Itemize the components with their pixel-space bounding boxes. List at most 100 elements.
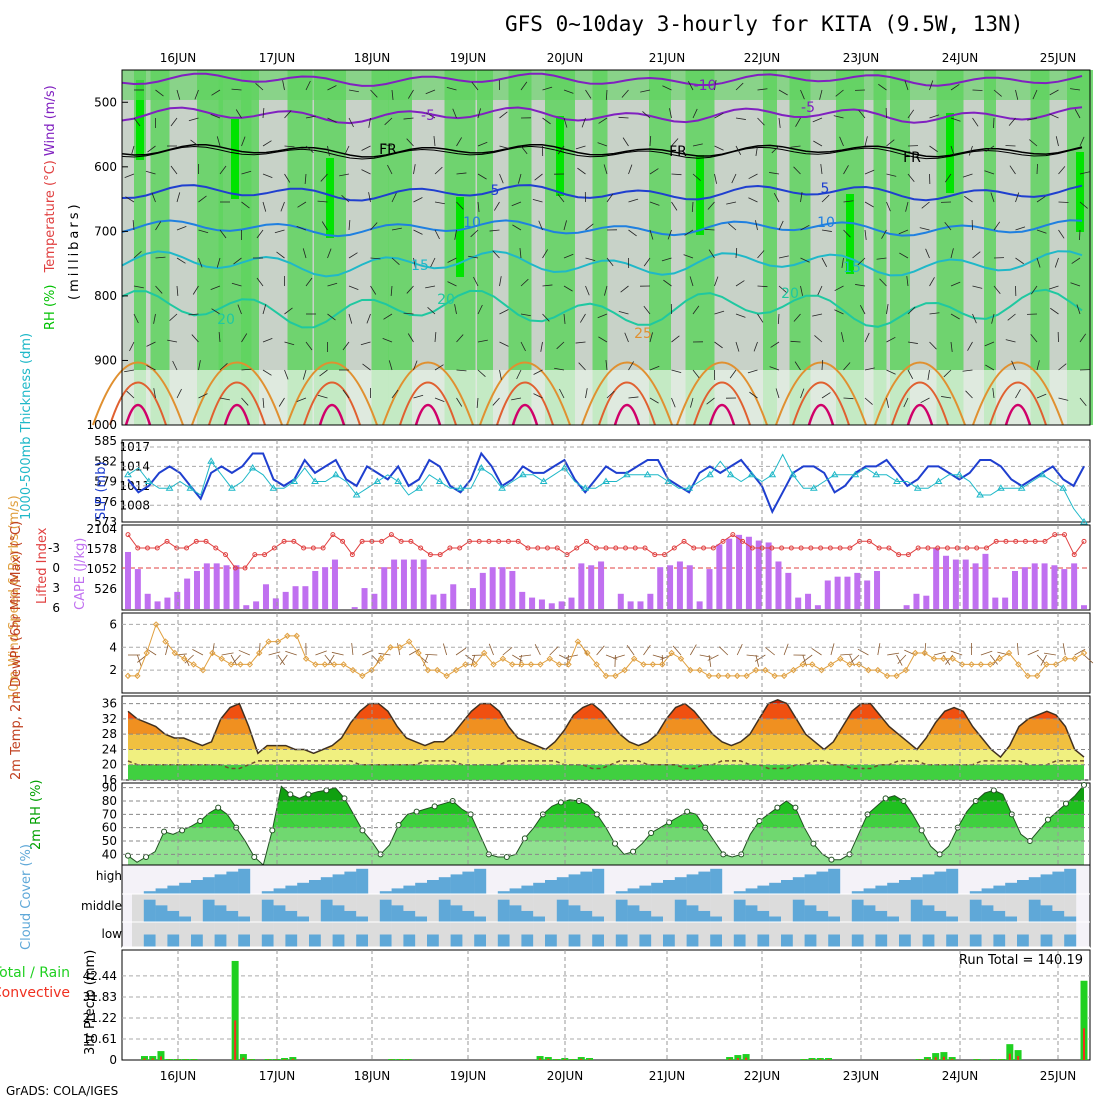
precip-tick: 10.61 xyxy=(83,1032,117,1046)
cape-bar xyxy=(302,586,309,609)
wind-barb xyxy=(1027,117,1038,121)
cloud-bar xyxy=(792,877,805,894)
pressure-tick: 800 xyxy=(94,289,117,303)
wind-barb xyxy=(993,285,1001,295)
cape-bar xyxy=(499,567,506,609)
cloud-gap xyxy=(368,922,380,947)
contour-label: 15 xyxy=(843,260,861,276)
wind-barb xyxy=(735,117,746,120)
wind-barb xyxy=(434,201,445,205)
wind-point xyxy=(387,644,394,651)
cloud-gap xyxy=(273,894,286,906)
cloud-bar xyxy=(934,871,947,894)
thickness-point xyxy=(435,477,444,484)
wind-barb xyxy=(502,646,513,656)
cloud-bar xyxy=(615,899,628,922)
cape-bar xyxy=(775,561,782,609)
wind-barb xyxy=(192,285,199,295)
cloud-gap xyxy=(391,922,404,947)
thickness-tick: 585 xyxy=(94,434,117,448)
contour-label: -5 xyxy=(421,108,435,124)
wind-point xyxy=(312,661,319,668)
cape-bar xyxy=(686,565,693,609)
cloud-gap xyxy=(379,922,392,935)
li-point xyxy=(262,552,268,558)
thickness-point xyxy=(352,491,361,498)
cloud-bar xyxy=(450,905,463,922)
wind-barb xyxy=(950,650,963,656)
wind-barb xyxy=(684,229,694,236)
cloud-bar xyxy=(1064,868,1077,894)
wind-barb xyxy=(626,645,635,656)
wind-barb xyxy=(757,117,765,126)
date-tick-top: 24JUN xyxy=(942,51,979,65)
cape-bar xyxy=(174,591,181,609)
li-point xyxy=(886,545,892,551)
wind-point xyxy=(827,661,835,668)
wind-barb xyxy=(613,654,625,659)
cloud-bar xyxy=(804,934,817,947)
wind-point xyxy=(274,638,282,645)
wind-barb xyxy=(980,650,993,656)
rh-point xyxy=(882,795,889,802)
cloud-gap xyxy=(698,894,711,911)
li-point xyxy=(554,545,560,551)
cloud-bar xyxy=(816,910,829,922)
cloud-bar xyxy=(769,916,782,922)
wind-barb xyxy=(174,653,187,656)
cloud-bar xyxy=(273,905,286,922)
li-point xyxy=(1081,538,1087,544)
wind-barb xyxy=(1029,139,1038,147)
cloud-bar xyxy=(981,888,994,894)
cape-bar xyxy=(844,576,851,609)
cloud-gap xyxy=(769,894,782,917)
cloud-bar xyxy=(474,916,487,922)
wind-barb xyxy=(370,222,378,231)
li-point xyxy=(701,545,707,551)
cape-bar xyxy=(1021,567,1028,609)
wind-barb xyxy=(813,140,823,147)
li-point xyxy=(310,545,316,551)
cloud-gap xyxy=(450,894,463,906)
wind-point xyxy=(537,661,544,668)
cloud-gap xyxy=(356,922,369,935)
cloud-gap xyxy=(356,894,369,917)
convective-bar xyxy=(291,1058,294,1060)
cloud-bar xyxy=(863,905,876,922)
wind-barb xyxy=(348,313,353,324)
wind-barb xyxy=(391,227,402,231)
cape-bar xyxy=(371,593,378,609)
wind-barb xyxy=(778,285,787,293)
wind-barb xyxy=(198,195,207,203)
wind-barb xyxy=(284,341,295,346)
wind-barb xyxy=(305,277,313,287)
cloud-gap xyxy=(698,922,711,947)
wind-barb xyxy=(753,341,758,352)
wind-barb xyxy=(391,257,400,265)
li-point xyxy=(301,545,307,551)
wind-barb xyxy=(1074,648,1086,656)
convective-bar xyxy=(827,1059,830,1060)
contour-35 xyxy=(223,403,251,426)
wind-barb xyxy=(176,192,181,203)
wind-barb xyxy=(321,221,328,231)
wind-barb xyxy=(456,137,462,147)
cloud-bar xyxy=(910,899,923,922)
wind-barb xyxy=(1058,229,1065,239)
li-point xyxy=(720,538,726,544)
thickness-point xyxy=(456,484,465,491)
wind-barb xyxy=(520,278,529,287)
wind-barb xyxy=(585,388,588,399)
wind-barb xyxy=(1058,363,1067,371)
thickness-point xyxy=(934,477,943,484)
cape-bar xyxy=(657,567,664,609)
contour-25 xyxy=(286,361,378,426)
wind-barb xyxy=(184,654,194,664)
wind-point xyxy=(227,661,235,668)
wind-point xyxy=(152,621,160,628)
slp-tick: 1017 xyxy=(119,440,150,454)
cape-bar xyxy=(617,593,624,609)
cloud-gap xyxy=(391,894,404,906)
wind-barb xyxy=(274,229,285,234)
